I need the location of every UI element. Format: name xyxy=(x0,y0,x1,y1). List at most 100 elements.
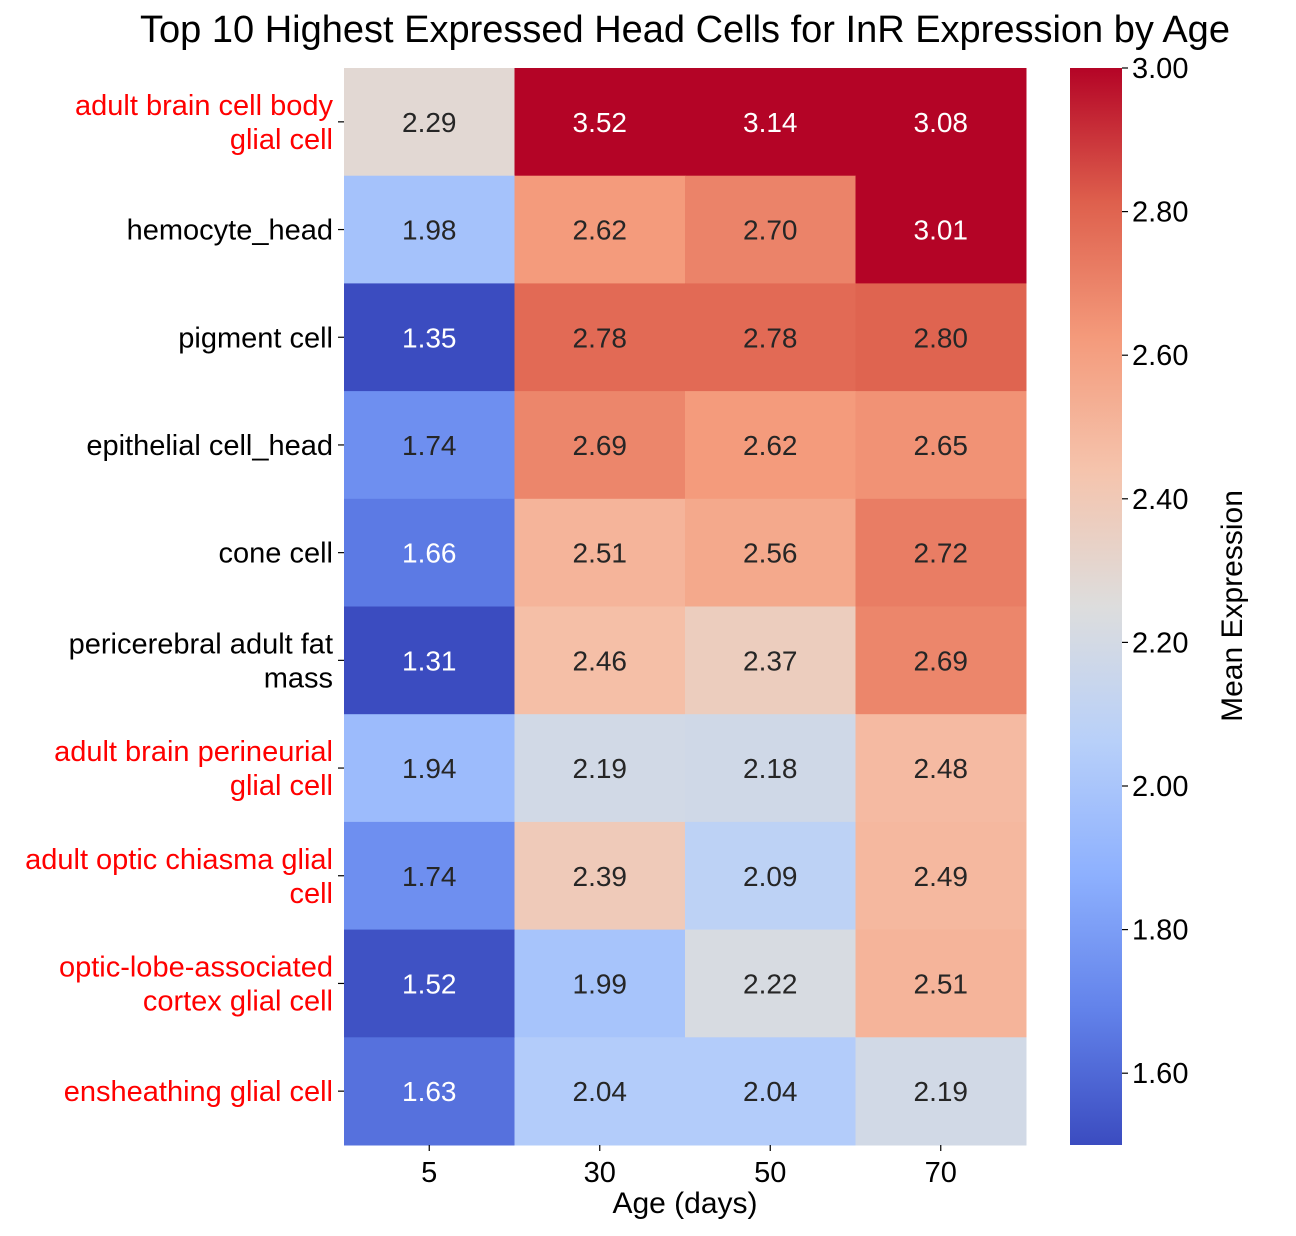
cell-value-label: 2.69 xyxy=(914,645,969,676)
heatmap-cell xyxy=(514,929,686,1038)
cell-value-label: 2.29 xyxy=(402,107,457,138)
y-tick-label: epithelial cell_head xyxy=(86,430,333,462)
cell-value-label: 2.46 xyxy=(573,645,628,676)
cell-value-label: 1.31 xyxy=(402,645,457,676)
heatmap-cell xyxy=(514,714,686,823)
heatmap-cell xyxy=(855,821,1027,931)
heatmap-cell xyxy=(344,821,515,931)
cell-value-label: 2.72 xyxy=(914,538,969,569)
cell-value-label: 2.37 xyxy=(743,645,798,676)
heatmap-cell xyxy=(514,1037,686,1146)
cell-value-label: 1.94 xyxy=(402,753,457,784)
cell-value-label: 2.51 xyxy=(914,968,969,999)
cell-value-label: 2.39 xyxy=(573,861,628,892)
y-tick-label: adult optic chiasma glial cell xyxy=(25,844,333,910)
cell-value-label: 2.62 xyxy=(743,430,798,461)
heatmap-cell xyxy=(344,175,515,284)
cell-value-label: 2.62 xyxy=(573,215,628,246)
heatmap-cell xyxy=(344,714,515,823)
heatmap-cell xyxy=(344,391,515,500)
x-tick-label: 5 xyxy=(421,1157,437,1189)
heatmap-cell xyxy=(685,929,856,1038)
heatmap-cell xyxy=(514,283,686,392)
heatmap-cell xyxy=(514,175,686,284)
cell-value-label: 1.98 xyxy=(402,215,457,246)
heatmap-cell xyxy=(855,175,1027,284)
cell-value-label: 1.63 xyxy=(402,1076,457,1107)
cell-value-label: 2.56 xyxy=(743,538,798,569)
heatmap-cell xyxy=(855,391,1027,500)
cell-value-label: 2.65 xyxy=(914,430,969,461)
heatmap-cell xyxy=(514,606,686,715)
colorbar-title: Mean Expression xyxy=(1216,490,1249,722)
colorbar-tick-label: 3.00 xyxy=(1132,53,1188,85)
colorbar-tick-label: 1.60 xyxy=(1132,1058,1188,1090)
cell-value-label: 3.08 xyxy=(914,107,969,138)
cell-value-label: 2.22 xyxy=(743,968,798,999)
y-tick-label: cone cell xyxy=(219,538,333,570)
heatmap-cell xyxy=(685,1037,856,1146)
heatmap-cell xyxy=(685,283,856,392)
cell-value-label: 1.99 xyxy=(573,968,628,999)
heatmap-cell xyxy=(344,68,515,177)
heatmap-cell xyxy=(514,391,686,500)
colorbar-tick-label: 2.40 xyxy=(1132,484,1188,516)
cell-value-label: 3.52 xyxy=(573,107,628,138)
heatmap-cell xyxy=(855,714,1027,823)
colorbar-tick-label: 2.60 xyxy=(1132,340,1188,372)
cell-value-label: 2.51 xyxy=(573,538,628,569)
heatmap-cells: 2.29 3.52 3.14 3.08 1.98 2.62 2.70 3.01 1.35 2.78… xyxy=(344,68,1027,1146)
colorbar-gradient xyxy=(1070,68,1122,1145)
chart-title: Top 10 Highest Expressed Head Cells for … xyxy=(140,9,1230,51)
heatmap-cell xyxy=(344,606,515,715)
x-axis-title: Age (days) xyxy=(612,1187,757,1220)
heatmap-cell xyxy=(344,1037,515,1146)
x-axis-labels: 5 30 50 70 xyxy=(421,1145,957,1189)
colorbar: 1.60 1.80 2.00 2.20 2.40 2.60 2.80 3.00 xyxy=(1070,53,1188,1145)
heatmap-cell xyxy=(855,1037,1027,1146)
heatmap-cell xyxy=(344,929,515,1038)
cell-value-label: 2.09 xyxy=(743,861,798,892)
y-tick-label: pericerebral adult fat mass xyxy=(69,628,333,694)
cell-value-label: 2.18 xyxy=(743,753,798,784)
heatmap-cell xyxy=(855,68,1027,177)
heatmap-cell xyxy=(514,821,686,931)
cell-value-label: 2.49 xyxy=(914,861,969,892)
colorbar-tick-label: 2.20 xyxy=(1132,627,1188,659)
cell-value-label: 3.01 xyxy=(914,215,969,246)
y-tick-label: adult brain perineurial glial cell xyxy=(54,736,333,802)
colorbar-tick-label: 1.80 xyxy=(1132,915,1188,947)
heatmap-cell xyxy=(685,606,856,715)
heatmap-cell xyxy=(685,68,856,177)
y-tick-label: hemocyte_head xyxy=(127,215,333,247)
heatmap-cell xyxy=(344,498,515,607)
cell-value-label: 2.70 xyxy=(743,215,798,246)
heatmap-cell xyxy=(344,283,515,392)
cell-value-label: 2.48 xyxy=(914,753,969,784)
heatmap-cell xyxy=(514,68,686,177)
heatmap-cell xyxy=(685,391,856,500)
cell-value-label: 2.78 xyxy=(743,322,798,353)
y-tick-label: adult brain cell body glial cell xyxy=(75,90,333,156)
y-tick-label: optic-lobe-associated cortex glial cell xyxy=(59,951,333,1017)
heatmap-cell xyxy=(855,283,1027,392)
cell-value-label: 1.74 xyxy=(402,430,457,461)
colorbar-tick-label: 2.80 xyxy=(1132,197,1188,229)
cell-value-label: 2.19 xyxy=(573,753,628,784)
y-tick-label: pigment cell xyxy=(178,322,333,354)
heatmap-cell xyxy=(685,498,856,607)
heatmap-cell xyxy=(514,498,686,607)
cell-value-label: 1.52 xyxy=(402,968,457,999)
colorbar-tick-label: 2.00 xyxy=(1132,771,1188,803)
heatmap-cell xyxy=(855,498,1027,607)
cell-value-label: 1.74 xyxy=(402,861,457,892)
cell-value-label: 2.04 xyxy=(573,1076,628,1107)
cell-value-label: 2.04 xyxy=(743,1076,798,1107)
cell-value-label: 2.19 xyxy=(914,1076,969,1107)
heatmap-cell xyxy=(855,929,1027,1038)
heatmap-cell xyxy=(685,714,856,823)
cell-value-label: 2.69 xyxy=(573,430,628,461)
x-tick-label: 30 xyxy=(584,1157,616,1189)
